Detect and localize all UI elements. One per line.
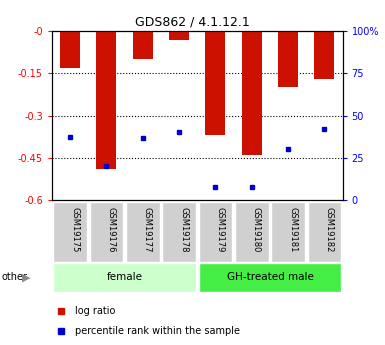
Bar — [169, 31, 189, 39]
Bar — [206, 31, 226, 135]
Bar — [278, 31, 298, 87]
Bar — [271, 202, 305, 262]
Text: GDS862 / 4.1.12.1: GDS862 / 4.1.12.1 — [135, 16, 250, 29]
Text: GSM19180: GSM19180 — [252, 207, 261, 252]
Bar — [242, 31, 262, 155]
Bar — [54, 263, 196, 292]
Bar — [315, 31, 335, 79]
Text: GH-treated male: GH-treated male — [226, 273, 313, 282]
Text: GSM19179: GSM19179 — [216, 207, 224, 252]
Bar — [133, 31, 153, 59]
Bar — [54, 202, 87, 262]
Bar — [126, 202, 159, 262]
Text: GSM19181: GSM19181 — [288, 207, 297, 252]
Bar — [162, 202, 196, 262]
Text: other: other — [2, 273, 28, 282]
Bar — [90, 202, 123, 262]
Text: GSM19176: GSM19176 — [107, 207, 116, 252]
Bar — [60, 31, 80, 68]
Text: GSM19178: GSM19178 — [179, 207, 188, 252]
Text: GSM19175: GSM19175 — [70, 207, 79, 252]
Bar — [199, 263, 341, 292]
Text: percentile rank within the sample: percentile rank within the sample — [75, 326, 240, 336]
Text: female: female — [107, 273, 143, 282]
Bar — [97, 31, 117, 169]
Text: log ratio: log ratio — [75, 306, 116, 315]
Bar — [235, 202, 268, 262]
Bar — [308, 202, 341, 262]
Bar — [199, 202, 232, 262]
Text: GSM19182: GSM19182 — [325, 207, 333, 252]
Text: ▶: ▶ — [22, 273, 31, 282]
Text: GSM19177: GSM19177 — [143, 207, 152, 252]
